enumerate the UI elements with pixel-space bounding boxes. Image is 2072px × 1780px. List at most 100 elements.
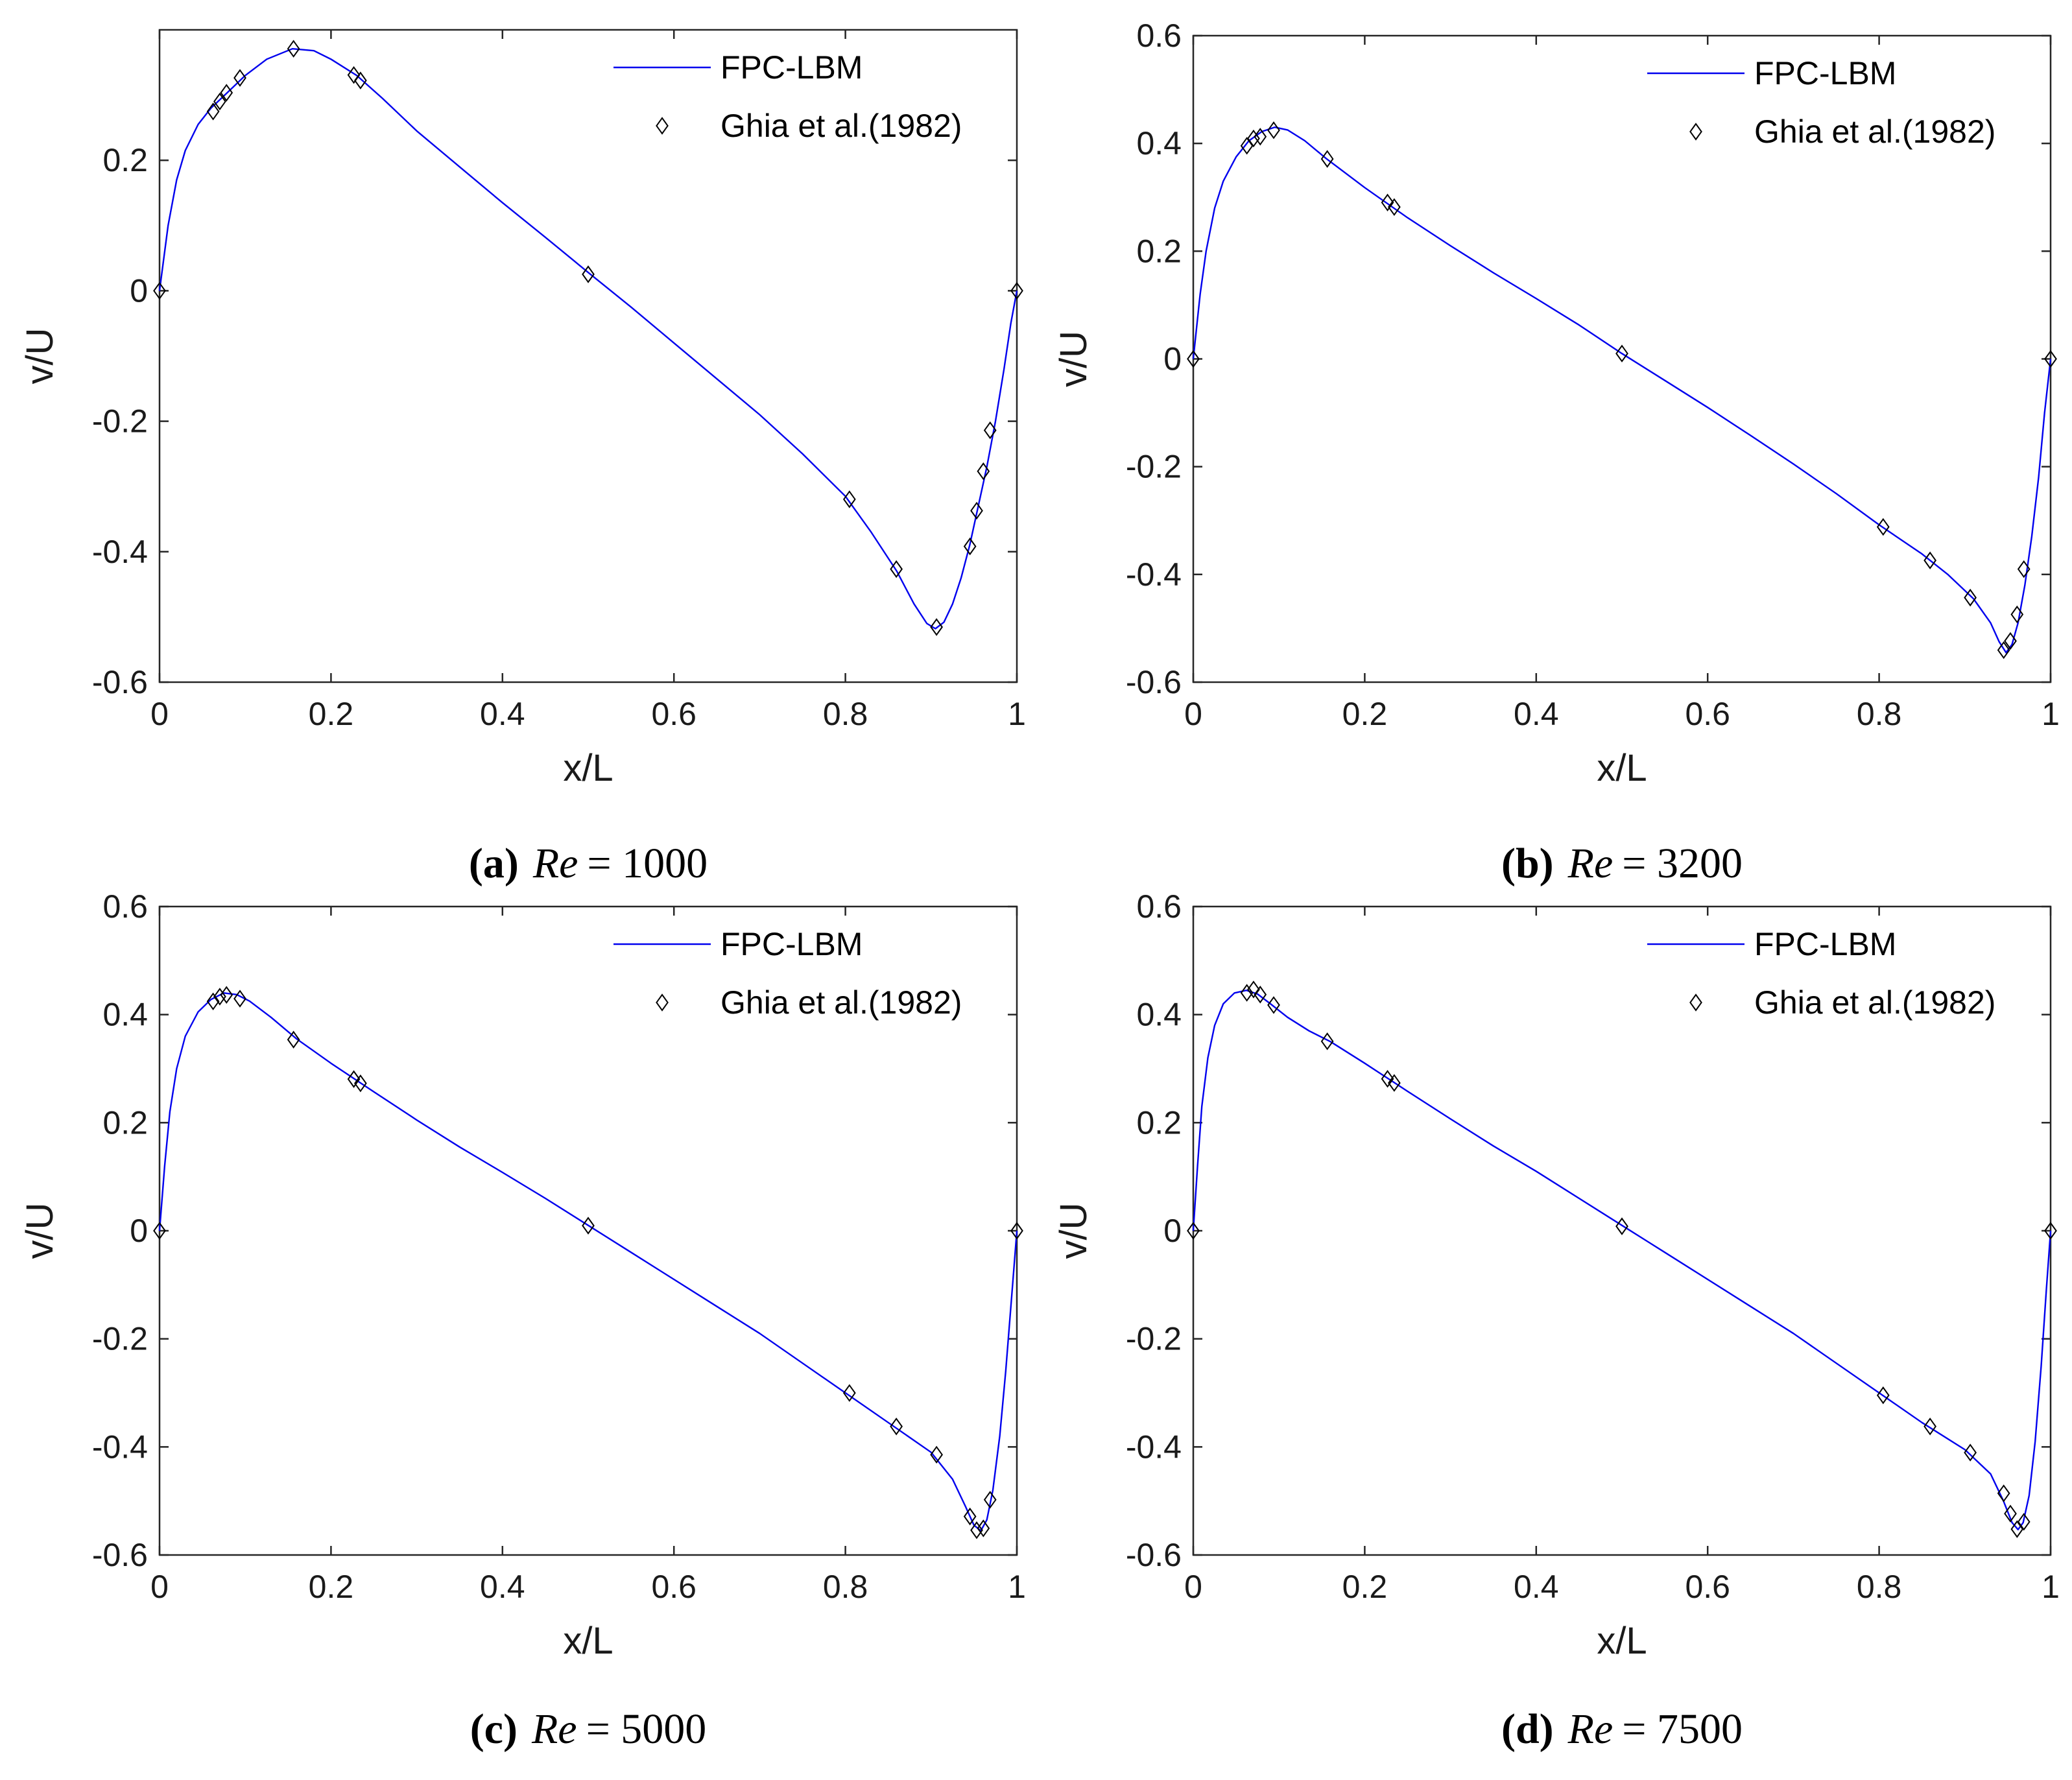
data-point-ghia [1997, 641, 2010, 659]
x-tick-label: 1 [1008, 696, 1026, 732]
data-point-ghia [1381, 193, 1394, 212]
data-point-ghia [1010, 1222, 1023, 1240]
data-point-ghia [233, 990, 246, 1008]
data-point-ghia [206, 102, 220, 121]
chart-panel-d: 0 0.2 0.4 0.6 0.8 1 -0.6 -0.4 -0.2 0 0.2 0.4 0.6 x/L v… [1053, 888, 2060, 1753]
data-point-ghia [2004, 1504, 2017, 1523]
x-tick-label: 1 [1008, 1569, 1026, 1605]
x-tick-label: 0.4 [480, 1569, 525, 1605]
data-point-ghia [842, 1384, 856, 1402]
data-point-ghia [890, 1418, 903, 1436]
data-point-ghia [2004, 632, 2017, 650]
y-tick-label: 0.2 [1136, 233, 1182, 269]
x-tick-label: 0.6 [1685, 696, 1730, 732]
y-tick-label: -0.2 [1126, 449, 1182, 485]
legend-marker-swatch [1689, 993, 1702, 1012]
data-point-ghia [347, 1070, 361, 1088]
legend-label-ghia: Ghia et al.(1982) [720, 984, 962, 1021]
x-axis-label: x/L [1597, 747, 1647, 789]
x-tick-label: 1 [2042, 696, 2060, 732]
chart-panel-a: 0 0.2 0.4 0.6 0.8 1 -0.6 -0.4 -0.2 0 0.2 x/L v/U FPC-… [19, 29, 1026, 887]
y-tick-label: 0.2 [1136, 1104, 1182, 1141]
data-point-ghia [1876, 1386, 1890, 1405]
data-point-ghia [963, 1507, 977, 1526]
y-tick-label: 0.6 [1136, 18, 1182, 54]
y-axis-label: v/U [19, 1203, 61, 1259]
legend-marker-swatch [656, 117, 669, 135]
x-tick-label: 0.8 [823, 696, 868, 732]
data-point-ghia [983, 421, 997, 440]
data-point-ghia [153, 281, 166, 300]
data-point-ghia [287, 40, 300, 58]
legend-label-ghia: Ghia et al.(1982) [720, 108, 962, 144]
data-point-ghia [1964, 588, 1977, 607]
caption-re-label: Re [532, 840, 578, 887]
data-point-ghia [1187, 350, 1200, 368]
data-point-ghia [1267, 121, 1280, 139]
y-tick-label: 0.6 [102, 888, 148, 925]
x-tick-label: 1 [2042, 1569, 2060, 1605]
data-point-ghia [2010, 605, 2024, 624]
data-point-ghia [1320, 1032, 1334, 1050]
y-tick-label: -0.6 [1126, 664, 1182, 700]
x-tick-label: 0.6 [651, 696, 697, 732]
panel-caption: (a) Re = 1000 [469, 840, 708, 887]
x-tick-label: 0.4 [1514, 1569, 1559, 1605]
data-point-ghia [983, 1491, 997, 1509]
data-point-ghia [1388, 1074, 1401, 1092]
series-line-fpc-lbm [1192, 989, 2052, 1531]
data-point-ghia [2044, 1222, 2057, 1240]
data-point-ghia [1010, 281, 1023, 300]
x-tick-label: 0.6 [651, 1569, 697, 1605]
legend-label-fpc-lbm: FPC-LBM [1754, 55, 1896, 91]
y-tick-label: 0 [130, 1213, 148, 1249]
x-tick-label: 0 [1184, 696, 1202, 732]
legend-marker-swatch [1689, 123, 1702, 141]
y-tick-label: 0.4 [102, 997, 148, 1033]
panel-caption: (c) Re = 5000 [470, 1705, 707, 1753]
caption-re-label: Re [531, 1705, 577, 1753]
y-tick-label: 0.2 [102, 142, 148, 178]
x-tick-label: 0.4 [1514, 696, 1559, 732]
data-point-ghia [1997, 1484, 2010, 1502]
data-point-ghia [842, 490, 856, 508]
x-tick-label: 0.8 [823, 1569, 868, 1605]
data-point-ghia [977, 462, 990, 481]
y-tick-label: -0.2 [1126, 1321, 1182, 1357]
x-axis-label: x/L [1597, 1620, 1647, 1662]
x-tick-label: 0 [150, 1569, 169, 1605]
y-tick-label: 0.4 [1136, 125, 1182, 161]
y-tick-label: -0.2 [92, 1321, 148, 1357]
data-point-ghia [1240, 984, 1254, 1002]
data-point-ghia [354, 71, 367, 89]
y-tick-label: 0.4 [1136, 997, 1182, 1033]
y-tick-label: 0 [1163, 341, 1182, 377]
x-tick-label: 0 [150, 696, 169, 732]
chart-panel-b: 0 0.2 0.4 0.6 0.8 1 -0.6 -0.4 -0.2 0 0.2 0.4 0.6 x/L v… [1053, 18, 2060, 887]
data-point-ghia [220, 986, 233, 1004]
data-point-ghia [213, 92, 226, 111]
x-tick-label: 0.6 [1685, 1569, 1730, 1605]
data-point-ghia [1247, 129, 1260, 148]
x-axis-label: x/L [563, 1620, 613, 1662]
x-tick-label: 0.2 [1342, 1569, 1388, 1605]
data-point-ghia [233, 69, 246, 87]
y-tick-label: -0.6 [92, 1537, 148, 1573]
y-tick-label: 0.2 [102, 1104, 148, 1141]
caption-letter: (d) [1501, 1705, 1554, 1753]
data-point-ghia [1615, 344, 1628, 362]
y-axis-label: v/U [1053, 1203, 1095, 1259]
data-point-ghia [2010, 1520, 2024, 1538]
y-tick-label: -0.6 [92, 664, 148, 700]
y-tick-label: 0 [1163, 1213, 1182, 1249]
x-tick-label: 0.8 [1857, 696, 1902, 732]
x-tick-label: 0.2 [309, 1569, 354, 1605]
y-tick-label: -0.4 [92, 534, 148, 570]
legend-label-fpc-lbm: FPC-LBM [720, 926, 863, 962]
data-point-ghia [1923, 551, 1937, 569]
caption-re-value: = 5000 [586, 1705, 707, 1753]
x-tick-label: 0.4 [480, 696, 525, 732]
data-point-ghia [287, 1030, 300, 1049]
legend-label-ghia: Ghia et al.(1982) [1754, 984, 1995, 1021]
